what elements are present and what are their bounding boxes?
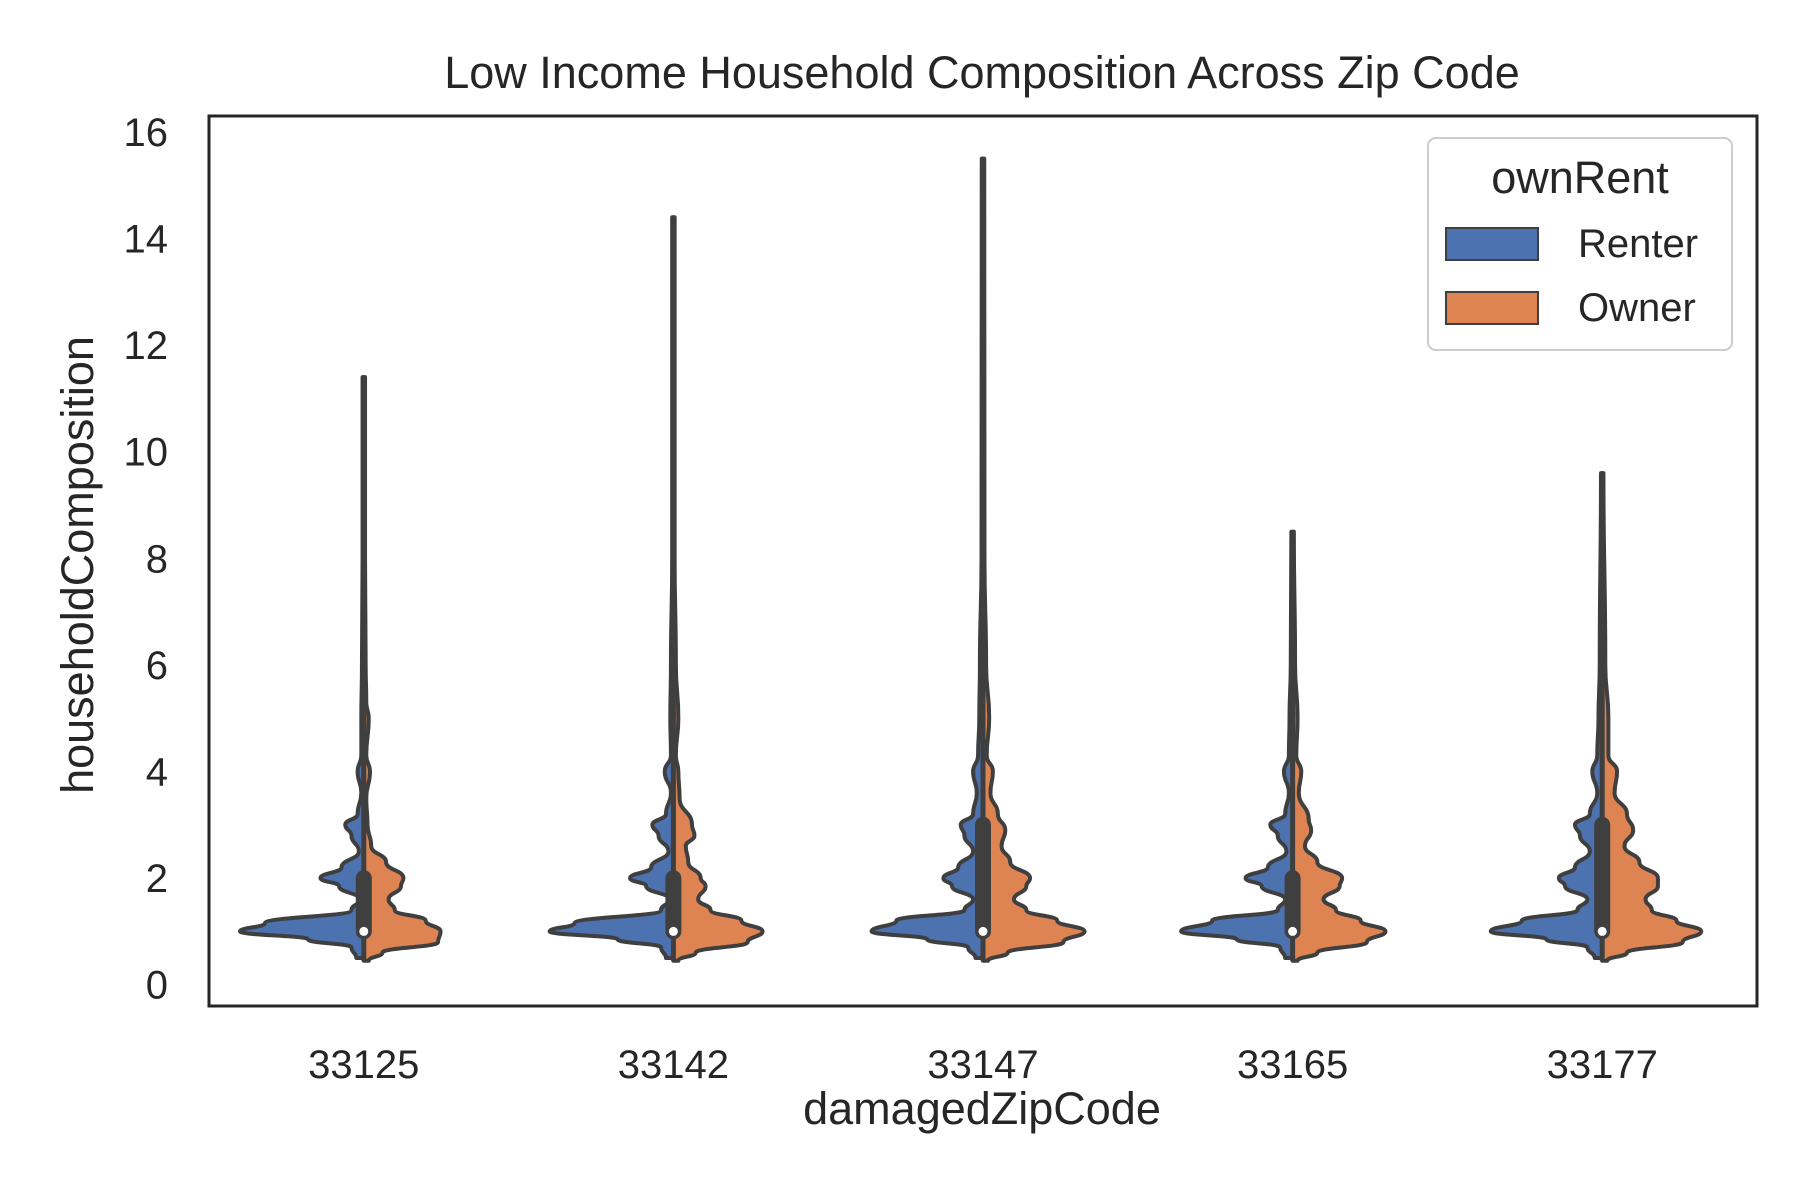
plot-area [207, 114, 1759, 1008]
y-tick-label: 14 [124, 218, 169, 262]
violin-half-owner [361, 375, 443, 963]
legend-title: ownRent [1491, 152, 1669, 203]
legend-label-owner: Owner [1578, 286, 1696, 330]
violin-half-owner [671, 215, 765, 963]
violin-half-renter [869, 156, 985, 961]
legend-swatch-owner [1445, 291, 1539, 325]
median-marker [359, 926, 369, 936]
median-marker [668, 926, 678, 936]
median-marker [1597, 926, 1607, 936]
median-marker [1288, 926, 1298, 936]
violin-half-renter [1488, 471, 1605, 961]
y-tick-label: 12 [124, 324, 169, 368]
median-marker [978, 926, 988, 936]
y-axis-label: householdComposition [52, 336, 103, 794]
x-tick-label: 33165 [1237, 1043, 1348, 1087]
x-axis-label: damagedZipCode [803, 1083, 1161, 1134]
x-tick-label: 33177 [1547, 1043, 1658, 1087]
legend-swatch-renter [1445, 227, 1539, 261]
legend-label-renter: Renter [1578, 222, 1698, 266]
y-tick-label: 6 [146, 644, 168, 688]
x-axis-ticks: 33125 33142 33147 33165 33177 [308, 1043, 1658, 1087]
violin-half-owner [1600, 471, 1704, 963]
violin-half-renter [1179, 529, 1295, 961]
legend: ownRent Renter Owner [1427, 137, 1733, 351]
violin-half-renter [547, 215, 676, 961]
y-tick-label: 10 [124, 431, 169, 475]
chart-title: Low Income Household Composition Across … [444, 47, 1520, 98]
y-axis-ticks: 0 2 4 6 8 10 12 14 16 [124, 111, 169, 1008]
violin-half-owner [1290, 529, 1388, 963]
y-tick-label: 4 [146, 751, 168, 795]
x-tick-label: 33147 [927, 1043, 1038, 1087]
x-tick-label: 33125 [308, 1043, 419, 1087]
plot-frame [207, 114, 1759, 1008]
x-tick-label: 33142 [618, 1043, 729, 1087]
y-tick-label: 8 [146, 537, 168, 581]
y-tick-label: 2 [146, 857, 168, 901]
y-tick-label: 0 [146, 964, 168, 1008]
violin-half-renter [237, 375, 366, 961]
y-tick-label: 16 [124, 111, 169, 155]
violin-half-owner [981, 156, 1087, 963]
